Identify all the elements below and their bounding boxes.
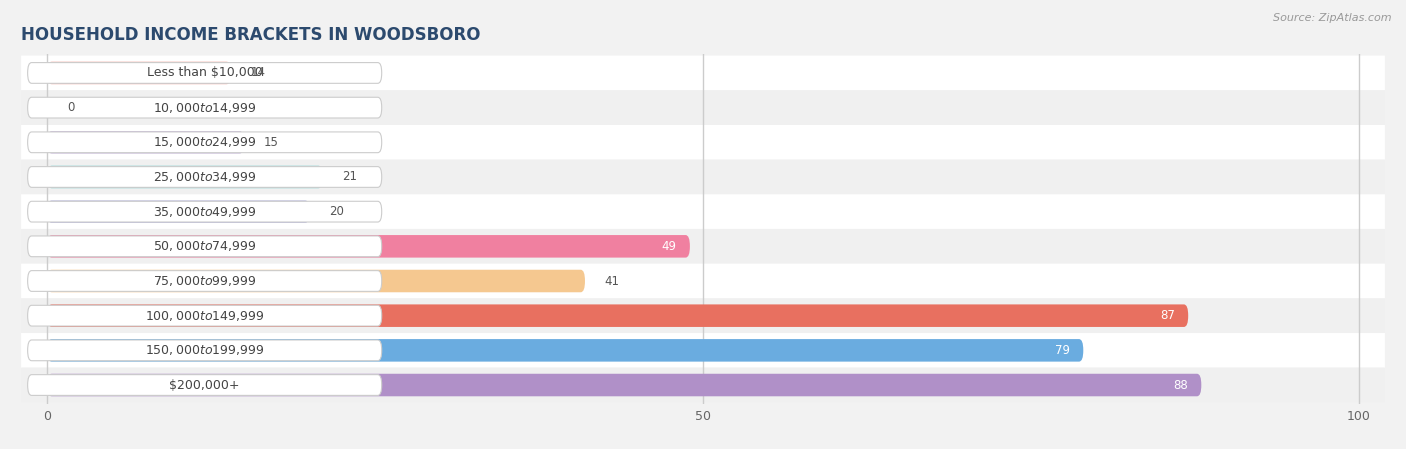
Text: $25,000 to $34,999: $25,000 to $34,999: [153, 170, 256, 184]
Text: 21: 21: [343, 171, 357, 184]
FancyBboxPatch shape: [28, 340, 381, 361]
Text: $200,000+: $200,000+: [170, 379, 240, 392]
FancyBboxPatch shape: [28, 201, 381, 222]
FancyBboxPatch shape: [28, 374, 381, 396]
FancyBboxPatch shape: [21, 298, 1385, 333]
FancyBboxPatch shape: [28, 167, 381, 187]
FancyBboxPatch shape: [21, 160, 1385, 194]
Text: 41: 41: [605, 274, 620, 287]
FancyBboxPatch shape: [21, 194, 1385, 229]
FancyBboxPatch shape: [21, 333, 1385, 368]
Text: $150,000 to $199,999: $150,000 to $199,999: [145, 343, 264, 357]
FancyBboxPatch shape: [48, 62, 231, 84]
FancyBboxPatch shape: [28, 271, 381, 291]
Text: 15: 15: [264, 136, 278, 149]
FancyBboxPatch shape: [48, 339, 1083, 361]
FancyBboxPatch shape: [48, 304, 1188, 327]
Text: 20: 20: [329, 205, 344, 218]
Text: $15,000 to $24,999: $15,000 to $24,999: [153, 135, 256, 150]
FancyBboxPatch shape: [28, 236, 381, 257]
FancyBboxPatch shape: [21, 56, 1385, 90]
FancyBboxPatch shape: [21, 229, 1385, 264]
FancyBboxPatch shape: [48, 166, 323, 188]
Text: $50,000 to $74,999: $50,000 to $74,999: [153, 239, 256, 253]
FancyBboxPatch shape: [21, 125, 1385, 160]
Text: 79: 79: [1054, 344, 1070, 357]
Text: 14: 14: [250, 66, 266, 79]
FancyBboxPatch shape: [48, 270, 585, 292]
FancyBboxPatch shape: [48, 235, 690, 258]
FancyBboxPatch shape: [48, 131, 245, 154]
FancyBboxPatch shape: [48, 200, 309, 223]
FancyBboxPatch shape: [28, 132, 381, 153]
FancyBboxPatch shape: [48, 374, 1201, 396]
Text: 49: 49: [662, 240, 676, 253]
Text: $10,000 to $14,999: $10,000 to $14,999: [153, 101, 256, 114]
FancyBboxPatch shape: [21, 264, 1385, 298]
Text: Source: ZipAtlas.com: Source: ZipAtlas.com: [1274, 13, 1392, 23]
FancyBboxPatch shape: [28, 62, 381, 84]
Text: 87: 87: [1160, 309, 1175, 322]
FancyBboxPatch shape: [28, 305, 381, 326]
Text: $100,000 to $149,999: $100,000 to $149,999: [145, 308, 264, 323]
Text: 88: 88: [1174, 379, 1188, 392]
Text: 0: 0: [67, 101, 75, 114]
Text: HOUSEHOLD INCOME BRACKETS IN WOODSBORO: HOUSEHOLD INCOME BRACKETS IN WOODSBORO: [21, 26, 481, 44]
Text: $35,000 to $49,999: $35,000 to $49,999: [153, 205, 256, 219]
FancyBboxPatch shape: [28, 97, 381, 118]
FancyBboxPatch shape: [21, 90, 1385, 125]
Text: $75,000 to $99,999: $75,000 to $99,999: [153, 274, 256, 288]
FancyBboxPatch shape: [21, 368, 1385, 402]
Text: Less than $10,000: Less than $10,000: [146, 66, 263, 79]
